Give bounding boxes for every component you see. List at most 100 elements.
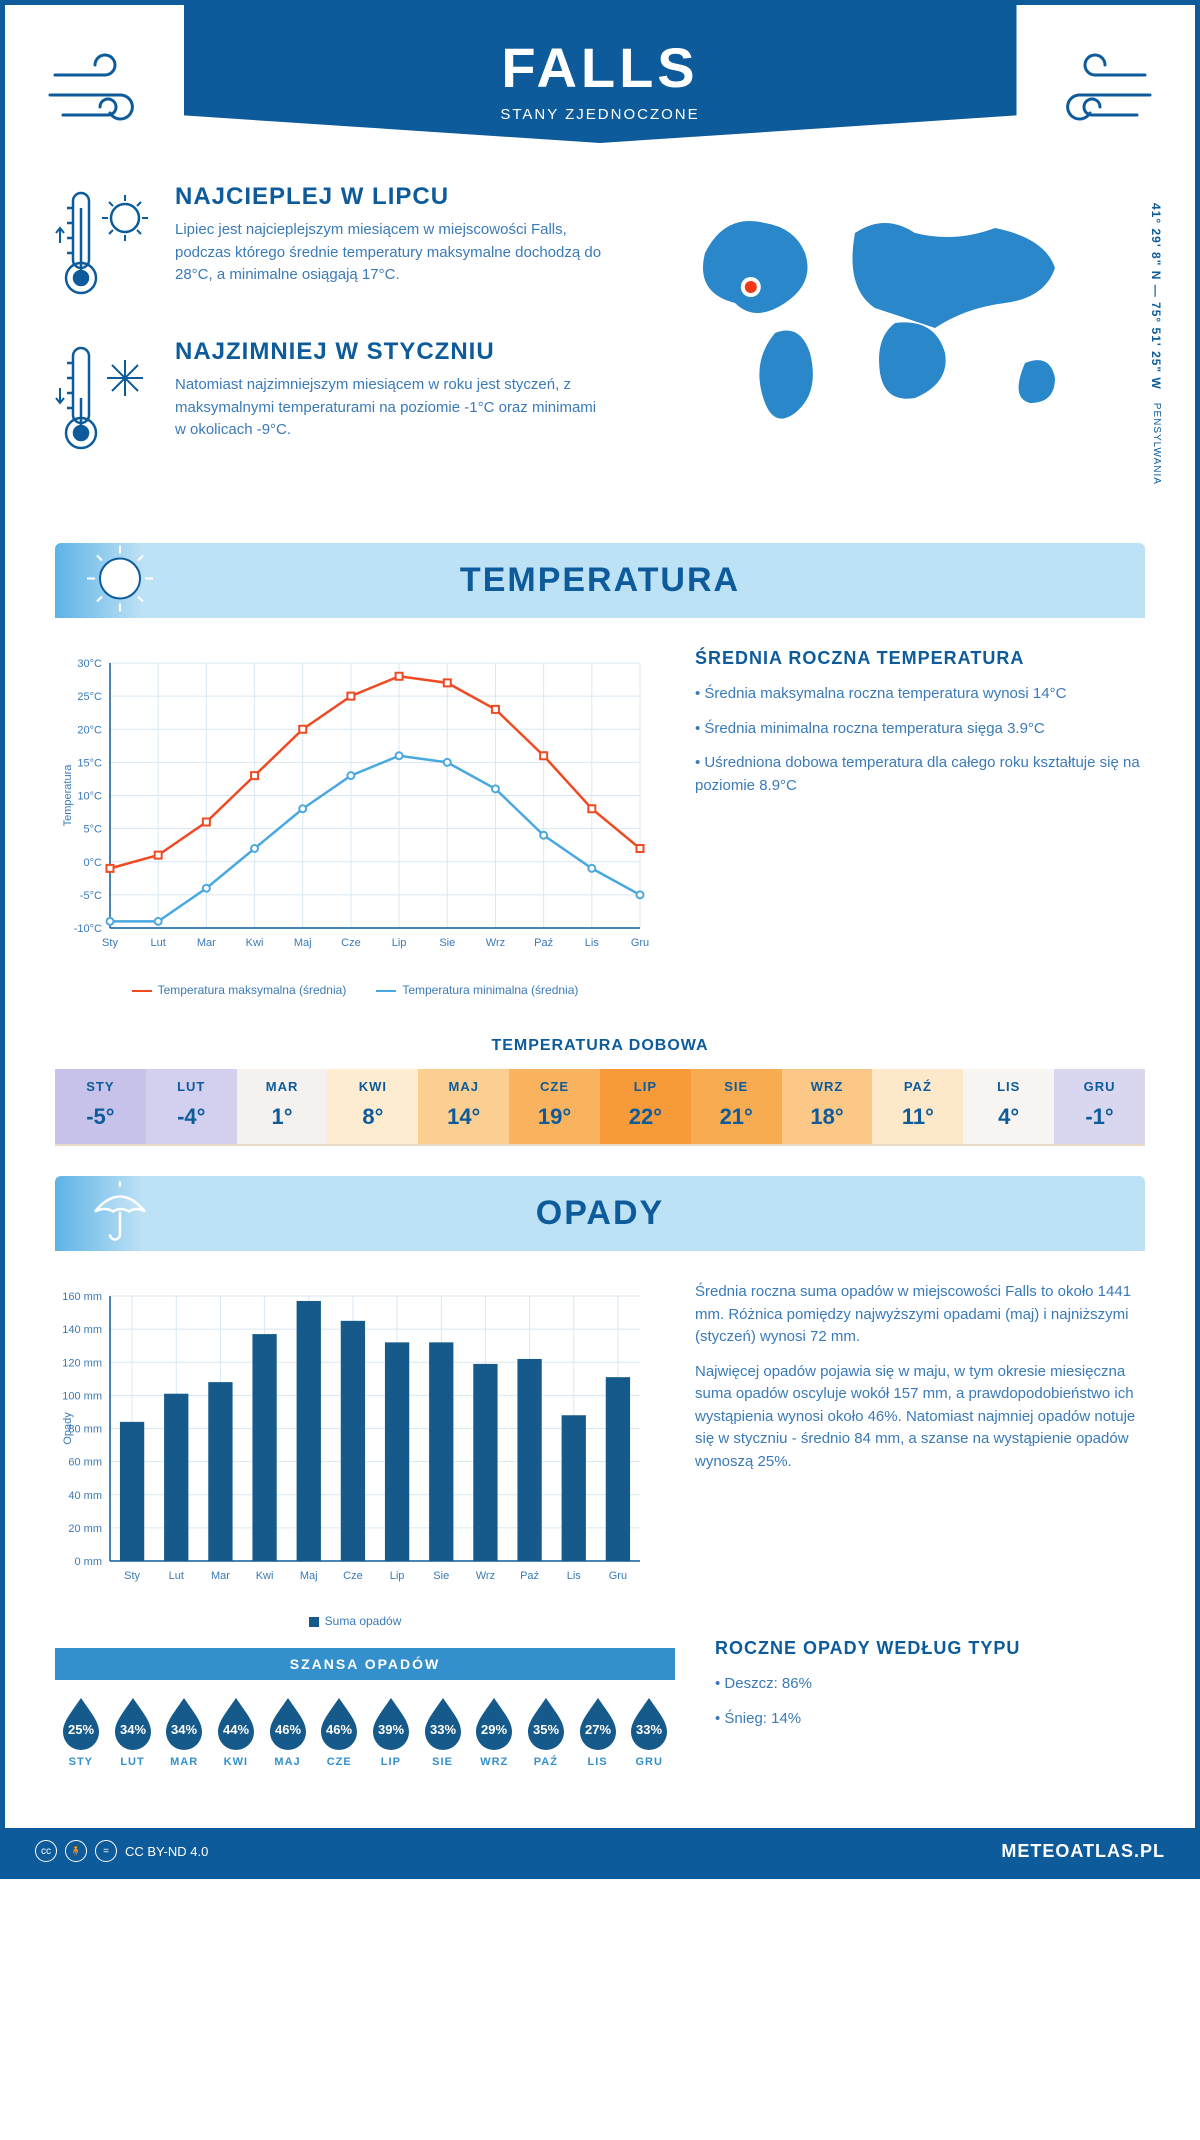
svg-text:Wrz: Wrz xyxy=(486,937,505,949)
precipitation-chart: 0 mm20 mm40 mm60 mm80 mm100 mm120 mm140 … xyxy=(55,1281,655,1628)
svg-text:Kwi: Kwi xyxy=(256,1570,274,1582)
svg-text:160 mm: 160 mm xyxy=(62,1291,102,1303)
thermometer-snow-icon xyxy=(55,338,155,463)
coordinates-label: 41° 29' 8" N — 75° 51' 25" W PENSYLWANIA xyxy=(1149,203,1163,485)
chance-drop: 39% LIP xyxy=(365,1694,417,1768)
chance-drop: 34% MAR xyxy=(158,1694,210,1768)
svg-text:Mar: Mar xyxy=(211,1570,230,1582)
heatmap-cell: LIP22° xyxy=(600,1069,691,1144)
svg-text:35%: 35% xyxy=(533,1722,559,1737)
intro-section: NAJCIEPLEJ W LIPCU Lipiec jest najcieple… xyxy=(5,143,1195,523)
svg-text:0°C: 0°C xyxy=(84,857,103,869)
svg-text:Temperatura: Temperatura xyxy=(62,764,74,827)
svg-text:25°C: 25°C xyxy=(77,691,102,703)
chance-drop: 25% STY xyxy=(55,1694,107,1768)
svg-text:27%: 27% xyxy=(585,1722,611,1737)
svg-text:Maj: Maj xyxy=(294,937,312,949)
umbrella-icon xyxy=(85,1176,155,1251)
summary-para: Średnia roczna suma opadów w miejscowośc… xyxy=(695,1281,1145,1349)
thermometer-sun-icon xyxy=(55,183,155,308)
type-item: • Deszcz: 86% xyxy=(715,1673,1145,1696)
sun-icon xyxy=(85,543,155,618)
heatmap-cell: MAJ14° xyxy=(418,1069,509,1144)
summary-para: Najwięcej opadów pojawia się w maju, w t… xyxy=(695,1361,1145,1474)
license: cc 🧍 = CC BY-ND 4.0 xyxy=(35,1840,208,1862)
precipitation-body: 0 mm20 mm40 mm60 mm80 mm100 mm120 mm140 … xyxy=(5,1251,1195,1638)
svg-text:Lip: Lip xyxy=(392,937,407,949)
chance-drop: 33% SIE xyxy=(417,1694,469,1768)
svg-text:40 mm: 40 mm xyxy=(68,1490,102,1502)
heatmap-cell: CZE19° xyxy=(509,1069,600,1144)
daily-temp-title: TEMPERATURA DOBOWA xyxy=(5,1037,1195,1055)
svg-text:46%: 46% xyxy=(326,1722,352,1737)
page-subtitle: STANY ZJEDNOCZONE xyxy=(184,106,1017,123)
chance-drop: 46% MAJ xyxy=(262,1694,314,1768)
wind-icon xyxy=(1035,45,1155,140)
svg-text:60 mm: 60 mm xyxy=(68,1457,102,1469)
brand: METEOATLAS.PL xyxy=(1001,1841,1165,1862)
svg-text:Lis: Lis xyxy=(585,937,600,949)
heatmap-cell: SIE21° xyxy=(691,1069,782,1144)
temperature-body: -10°C-5°C0°C5°C10°C15°C20°C25°C30°CStyLu… xyxy=(5,618,1195,1027)
svg-text:25%: 25% xyxy=(68,1722,94,1737)
chance-drops: 25% STY 34% LUT 34% MAR 44% KWI xyxy=(55,1680,675,1798)
svg-text:20 mm: 20 mm xyxy=(68,1523,102,1535)
fact-title: NAJZIMNIEJ W STYCZNIU xyxy=(175,338,605,366)
svg-text:Paź: Paź xyxy=(520,1570,539,1582)
chance-drop: 33% GRU xyxy=(623,1694,675,1768)
section-header-temperature: TEMPERATURA xyxy=(55,543,1145,618)
heatmap-cell: WRZ18° xyxy=(782,1069,873,1144)
svg-text:Lis: Lis xyxy=(567,1570,582,1582)
svg-text:34%: 34% xyxy=(119,1722,145,1737)
svg-text:Cze: Cze xyxy=(341,937,361,949)
fact-warmest: NAJCIEPLEJ W LIPCU Lipiec jest najcieple… xyxy=(55,183,605,308)
svg-text:Sty: Sty xyxy=(102,937,118,949)
temperature-chart: -10°C-5°C0°C5°C10°C15°C20°C25°C30°CStyLu… xyxy=(55,648,655,997)
svg-text:34%: 34% xyxy=(171,1722,197,1737)
section-header-precipitation: OPADY xyxy=(55,1176,1145,1251)
svg-text:120 mm: 120 mm xyxy=(62,1357,102,1369)
svg-text:10°C: 10°C xyxy=(77,791,102,803)
temperature-legend: Temperatura maksymalna (średnia) Tempera… xyxy=(55,983,655,997)
heatmap-cell: MAR1° xyxy=(237,1069,328,1144)
chance-drop: 34% LUT xyxy=(107,1694,159,1768)
svg-text:140 mm: 140 mm xyxy=(62,1324,102,1336)
type-item: • Śnieg: 14% xyxy=(715,1708,1145,1731)
svg-text:Gru: Gru xyxy=(631,937,649,949)
heatmap-cell: LIS4° xyxy=(963,1069,1054,1144)
svg-text:44%: 44% xyxy=(223,1722,249,1737)
svg-text:-10°C: -10°C xyxy=(74,923,102,935)
chance-drop: 46% CZE xyxy=(313,1694,365,1768)
world-map: 41° 29' 8" N — 75° 51' 25" W PENSYLWANIA xyxy=(645,183,1145,493)
svg-text:Lut: Lut xyxy=(169,1570,184,1582)
fact-title: NAJCIEPLEJ W LIPCU xyxy=(175,183,605,211)
svg-text:33%: 33% xyxy=(636,1722,662,1737)
svg-text:Sty: Sty xyxy=(124,1570,140,1582)
heatmap-cell: PAŹ11° xyxy=(872,1069,963,1144)
svg-text:Cze: Cze xyxy=(343,1570,363,1582)
section-title: OPADY xyxy=(55,1194,1145,1233)
svg-text:20°C: 20°C xyxy=(77,724,102,736)
svg-text:-5°C: -5°C xyxy=(80,890,102,902)
heatmap-cell: GRU-1° xyxy=(1054,1069,1145,1144)
fact-coldest: NAJZIMNIEJ W STYCZNIU Natomiast najzimni… xyxy=(55,338,605,463)
svg-text:Lip: Lip xyxy=(390,1570,405,1582)
svg-text:Paź: Paź xyxy=(534,937,553,949)
svg-text:Sie: Sie xyxy=(433,1570,449,1582)
svg-text:Maj: Maj xyxy=(300,1570,318,1582)
heatmap-cell: KWI8° xyxy=(327,1069,418,1144)
page-title: FALLS xyxy=(184,35,1017,100)
summary-bullet: • Średnia minimalna roczna temperatura s… xyxy=(695,718,1145,741)
page-header: FALLS STANY ZJEDNOCZONE xyxy=(184,5,1017,143)
svg-text:Wrz: Wrz xyxy=(476,1570,495,1582)
svg-text:Mar: Mar xyxy=(197,937,216,949)
svg-text:5°C: 5°C xyxy=(84,824,103,836)
svg-text:30°C: 30°C xyxy=(77,658,102,670)
chance-drop: 35% PAŹ xyxy=(520,1694,572,1768)
page-footer: cc 🧍 = CC BY-ND 4.0 METEOATLAS.PL xyxy=(5,1828,1195,1874)
heatmap-cell: LUT-4° xyxy=(146,1069,237,1144)
fact-text: Lipiec jest najcieplejszym miesiącem w m… xyxy=(175,219,605,287)
svg-text:29%: 29% xyxy=(481,1722,507,1737)
temperature-summary: ŚREDNIA ROCZNA TEMPERATURA • Średnia mak… xyxy=(695,648,1145,997)
svg-text:Lut: Lut xyxy=(151,937,166,949)
